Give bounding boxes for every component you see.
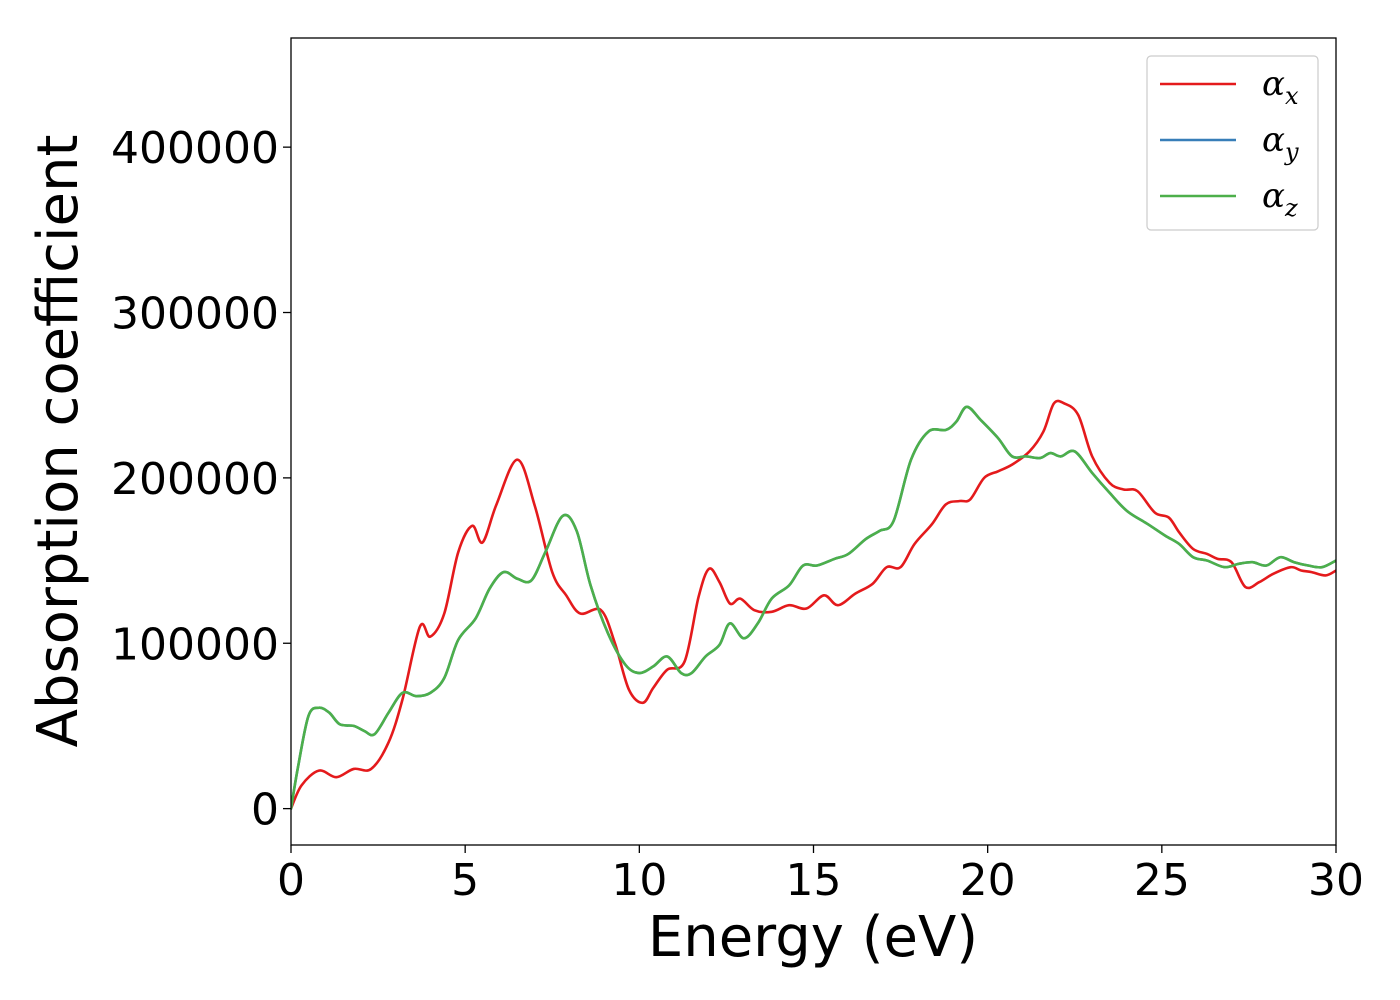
x-tick-label: 25: [1134, 855, 1190, 906]
y-axis-ticks: 0 100000 200000 300000 400000: [111, 123, 291, 836]
y-tick-label: 400000: [111, 123, 279, 174]
y-tick-label: 300000: [111, 289, 279, 340]
x-tick-label: 15: [786, 855, 842, 906]
legend-box: [1146, 55, 1319, 231]
x-tick-label: 30: [1308, 855, 1364, 906]
series-line-alpha-z: [291, 405, 1336, 810]
y-tick-label: 0: [251, 785, 279, 836]
x-tick-label: 10: [611, 855, 667, 906]
x-axis-title: Energy (eV): [648, 905, 978, 970]
x-axis-ticks: 0 5 10 15 20 25 30: [277, 845, 1364, 906]
series-layer: [291, 399, 1336, 810]
x-tick-label: 20: [960, 855, 1016, 906]
x-tick-label: 5: [451, 855, 479, 906]
series-line-alpha-x: [291, 399, 1336, 810]
x-tick-label: 0: [277, 855, 305, 906]
series-line-alpha-y: [291, 405, 1336, 810]
y-axis-title: Absorption coefficient: [26, 135, 91, 748]
y-tick-label: 200000: [111, 454, 279, 505]
y-tick-label: 100000: [111, 619, 279, 670]
